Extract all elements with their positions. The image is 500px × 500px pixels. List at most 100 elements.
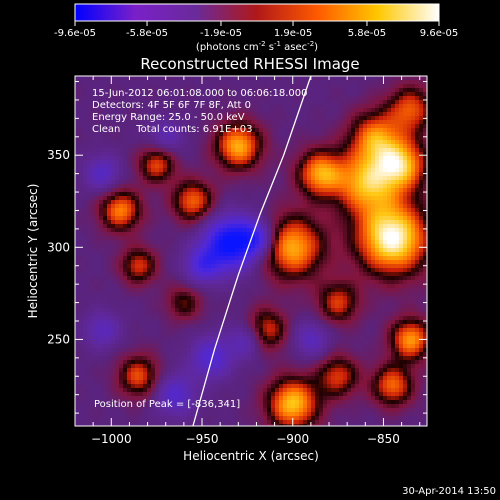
heatmap-cell — [367, 264, 371, 268]
heatmap-cell — [239, 204, 243, 208]
heatmap-cell — [115, 80, 119, 84]
heatmap-cell — [283, 124, 287, 128]
heatmap-cell — [323, 288, 327, 292]
heatmap-cell — [383, 132, 387, 136]
heatmap-cell — [191, 96, 195, 100]
heatmap-cell — [175, 200, 179, 204]
heatmap-cell — [147, 92, 151, 96]
heatmap-cell — [199, 224, 203, 228]
heatmap-cell — [131, 296, 135, 300]
heatmap-cell — [271, 208, 275, 212]
heatmap-cell — [319, 240, 323, 244]
heatmap-cell — [183, 216, 187, 220]
heatmap-cell — [407, 244, 411, 248]
heatmap-cell — [415, 288, 419, 292]
heatmap-cell — [303, 124, 307, 128]
heatmap-cell — [295, 76, 299, 80]
heatmap-cell — [291, 276, 295, 280]
heatmap-cell — [139, 152, 143, 156]
heatmap-cell — [123, 80, 127, 84]
heatmap-cell — [407, 220, 411, 224]
heatmap-cell — [315, 244, 319, 248]
heatmap-cell — [239, 236, 243, 240]
heatmap-cell — [195, 244, 199, 248]
heatmap-cell — [375, 148, 379, 152]
heatmap-cell — [331, 212, 335, 216]
heatmap-cell — [279, 264, 283, 268]
heatmap-cell — [155, 276, 159, 280]
heatmap-cell — [163, 240, 167, 244]
heatmap-cell — [383, 80, 387, 84]
heatmap-cell — [415, 196, 419, 200]
heatmap-cell — [131, 128, 135, 132]
heatmap-cell — [355, 232, 359, 236]
heatmap-cell — [311, 96, 315, 100]
heatmap-cell — [287, 228, 291, 232]
heatmap-cell — [387, 224, 391, 228]
heatmap-cell — [175, 128, 179, 132]
heatmap-cell — [115, 100, 119, 104]
heatmap-cell — [359, 84, 363, 88]
heatmap-cell — [91, 272, 95, 276]
heatmap-cell — [151, 160, 155, 164]
heatmap-cell — [127, 172, 131, 176]
heatmap-cell — [75, 272, 79, 276]
heatmap-cell — [115, 128, 119, 132]
heatmap-cell — [143, 116, 147, 120]
heatmap-cell — [235, 76, 239, 80]
heatmap-cell — [347, 100, 351, 104]
heatmap-cell — [163, 220, 167, 224]
heatmap-cell — [315, 96, 319, 100]
heatmap-cell — [303, 188, 307, 192]
heatmap-cell — [371, 192, 375, 196]
heatmap-cell — [423, 76, 427, 80]
heatmap-cell — [231, 248, 235, 252]
heatmap-cell — [407, 188, 411, 192]
heatmap-cell — [395, 268, 399, 272]
heatmap-cell — [135, 84, 139, 88]
heatmap-cell — [375, 272, 379, 276]
heatmap-cell — [275, 144, 279, 148]
heatmap-cell — [319, 288, 323, 292]
heatmap-cell — [371, 112, 375, 116]
heatmap-cell — [339, 176, 343, 180]
heatmap-cell — [243, 112, 247, 116]
heatmap-cell — [387, 112, 391, 116]
heatmap-cell — [199, 148, 203, 152]
heatmap-cell — [79, 256, 83, 260]
heatmap-cell — [295, 192, 299, 196]
heatmap-cell — [131, 188, 135, 192]
heatmap-cell — [243, 132, 247, 136]
heatmap-cell — [279, 136, 283, 140]
heatmap-cell — [343, 264, 347, 268]
heatmap-cell — [375, 220, 379, 224]
heatmap-cell — [411, 184, 415, 188]
heatmap-cell — [191, 268, 195, 272]
heatmap-cell — [195, 236, 199, 240]
heatmap-cell — [199, 176, 203, 180]
heatmap-cell — [331, 172, 335, 176]
heatmap-cell — [195, 168, 199, 172]
heatmap-cell — [211, 80, 215, 84]
heatmap-cell — [275, 288, 279, 292]
heatmap-cell — [227, 168, 231, 172]
heatmap-cell — [155, 168, 159, 172]
heatmap-cell — [347, 228, 351, 232]
heatmap-cell — [267, 220, 271, 224]
heatmap-cell — [279, 208, 283, 212]
colorbar — [74, 3, 440, 22]
heatmap-cell — [343, 108, 347, 112]
heatmap-cell — [319, 156, 323, 160]
heatmap-cell — [363, 272, 367, 276]
heatmap-cell — [127, 292, 131, 296]
heatmap-cell — [183, 152, 187, 156]
heatmap-cell — [395, 272, 399, 276]
heatmap-cell — [207, 176, 211, 180]
heatmap-cell — [215, 168, 219, 172]
heatmap-cell — [383, 92, 387, 96]
heatmap-cell — [91, 84, 95, 88]
heatmap-cell — [239, 96, 243, 100]
heatmap-cell — [311, 256, 315, 260]
heatmap-cell — [83, 160, 87, 164]
heatmap-cell — [295, 252, 299, 256]
